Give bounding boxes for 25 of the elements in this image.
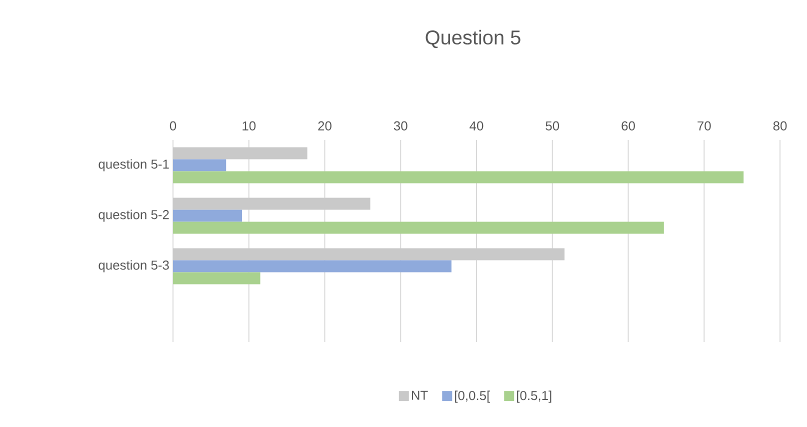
bar — [173, 272, 260, 284]
y-tick-label: question 5-2 — [98, 210, 169, 222]
y-tick-label: question 5-3 — [98, 260, 169, 272]
x-tick-label: 10 — [242, 121, 256, 130]
legend-label: NT — [412, 390, 428, 400]
bar — [173, 248, 565, 260]
legend-label: [0,0.5[ — [455, 390, 490, 403]
x-tick-label: 60 — [622, 121, 635, 130]
bar — [173, 260, 452, 272]
bar — [173, 147, 308, 160]
x-tick-label: 0 — [170, 121, 176, 130]
x-tick-label: 30 — [394, 121, 408, 130]
bar — [173, 210, 242, 222]
x-tick-label: 40 — [470, 121, 484, 130]
bar — [173, 222, 664, 234]
y-tick-label: question 5-1 — [98, 159, 169, 172]
x-tick-label: 80 — [773, 121, 787, 130]
x-tick-label: 70 — [698, 121, 711, 130]
x-tick-label: 20 — [318, 121, 332, 130]
chart-title: Question 5 — [426, 30, 520, 48]
bar — [173, 171, 744, 184]
x-tick-label: 50 — [546, 121, 560, 130]
legend-label: [0.5,1] — [517, 390, 552, 403]
bar — [173, 198, 370, 210]
bar — [173, 159, 226, 172]
